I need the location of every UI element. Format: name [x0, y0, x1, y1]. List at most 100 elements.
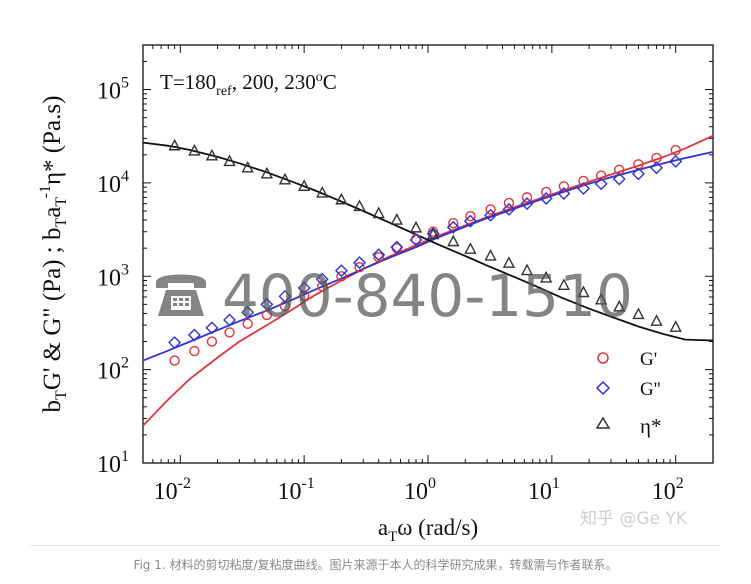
data-point-triangle — [502, 256, 516, 268]
data-point-triangle — [316, 185, 329, 198]
data-point-triangle — [577, 285, 590, 298]
data-point-circle — [670, 144, 681, 156]
data-point-triangle — [650, 314, 663, 326]
data-point-circle — [485, 204, 496, 215]
data-point-triangle — [464, 242, 477, 254]
data-point-diamond — [168, 336, 182, 350]
telephone-icon — [156, 274, 206, 316]
y-tick-label: 104 — [97, 168, 129, 198]
data-point-circle — [242, 318, 253, 329]
x-tick-label: 10-2 — [154, 475, 191, 505]
data-point-diamond — [631, 167, 645, 181]
data-point-diamond — [484, 208, 498, 222]
data-point-diamond — [223, 313, 237, 327]
data-point-diamond — [557, 187, 571, 200]
data-markers — [168, 138, 683, 366]
data-point-circle — [427, 226, 439, 237]
data-point-diamond — [669, 154, 683, 168]
data-point-diamond — [446, 220, 460, 234]
data-point-diamond — [576, 182, 590, 196]
y-axis-label: bTG' & G" (Pa) ; bTaT-1η* (Pa.s) — [37, 96, 70, 413]
y-tick-label: 102 — [97, 355, 129, 385]
data-point-diamond — [594, 177, 608, 191]
data-point-triangle — [278, 172, 292, 185]
phone-number: 400-840-1510 — [222, 262, 633, 330]
data-point-circle — [448, 218, 459, 229]
data-point-triangle — [390, 213, 403, 225]
data-point-triangle — [520, 263, 534, 276]
x-axis-label: aTω (rad/s) — [378, 515, 478, 545]
data-point-diamond — [539, 192, 553, 206]
data-point-diamond — [241, 305, 255, 319]
data-point-diamond — [297, 281, 311, 295]
legend-label-g-double-prime: G'' — [640, 379, 661, 400]
legend-marker-g-prime — [597, 352, 609, 364]
x-tick-labels: 10-2 10-1 100 101 102 — [154, 475, 684, 505]
data-point-circle — [578, 175, 589, 187]
legend-marker-g-double-prime — [595, 380, 611, 396]
legend-marker-eta — [595, 416, 611, 429]
plot-frame — [142, 44, 714, 464]
data-point-diamond — [205, 321, 219, 335]
data-point-triangle — [297, 179, 311, 191]
data-point-triangle — [426, 227, 440, 240]
data-point-triangle — [335, 192, 348, 205]
caption-divider — [30, 545, 720, 546]
x-tick-label: 101 — [528, 475, 560, 505]
legend-label-eta: η* — [640, 414, 661, 438]
data-point-circle — [558, 181, 570, 192]
legend-label-g-prime: G' — [640, 349, 657, 370]
data-point-diamond — [315, 272, 329, 286]
data-point-circle — [317, 281, 328, 292]
data-point-circle — [224, 327, 235, 338]
y-tick-label: 101 — [97, 448, 129, 478]
data-point-triangle — [540, 270, 553, 283]
phone-watermark: 400-840-1510 — [156, 262, 633, 330]
data-point-diamond — [520, 197, 534, 211]
zhihu-watermark: 知乎 @Ge YK — [580, 509, 688, 529]
data-point-circle — [169, 355, 180, 366]
data-point-diamond — [409, 233, 423, 247]
data-point-triangle — [632, 307, 645, 320]
data-point-diamond — [426, 227, 440, 241]
data-point-diamond — [278, 289, 292, 303]
data-point-triangle — [409, 220, 423, 233]
figure-caption: Fig 1. 材料的剪切粘度/复粘度曲线。图片来源于本人的科学研究成果，转载需与… — [133, 558, 618, 572]
data-point-triangle — [447, 234, 460, 247]
data-point-diamond — [650, 161, 664, 175]
x-tick-label: 10-1 — [277, 475, 314, 505]
data-point-triangle — [241, 160, 254, 173]
y-tick-label: 103 — [97, 261, 129, 291]
data-point-triangle — [205, 148, 219, 161]
data-point-triangle — [260, 166, 274, 179]
data-point-triangle — [484, 248, 497, 261]
data-point-circle — [595, 170, 607, 181]
data-point-circle — [521, 192, 533, 203]
data-point-circle — [298, 290, 310, 301]
data-point-circle — [206, 336, 218, 347]
data-point-triangle — [557, 278, 571, 291]
temperature-annotation: T=180ref, 200, 230oC — [160, 70, 337, 99]
data-point-circle — [503, 197, 515, 209]
data-point-circle — [540, 186, 552, 198]
data-point-diamond — [502, 202, 516, 216]
data-point-circle — [336, 271, 347, 282]
x-tick-label: 100 — [404, 475, 436, 505]
y-tick-label: 105 — [97, 75, 129, 105]
data-point-triangle — [669, 320, 682, 332]
data-point-diamond — [260, 297, 274, 311]
x-tick-label: 102 — [652, 475, 684, 505]
data-point-triangle — [168, 138, 181, 151]
data-point-diamond — [463, 214, 477, 228]
fit-curve-2 — [142, 141, 714, 342]
legend: G' G'' η* — [595, 349, 661, 438]
data-point-triangle — [613, 299, 626, 312]
data-point-circle — [354, 262, 365, 273]
data-point-triangle — [223, 154, 236, 167]
data-point-diamond — [390, 240, 404, 254]
fit-curve-1 — [142, 151, 714, 362]
data-point-triangle — [188, 143, 201, 156]
data-point-diamond — [353, 256, 367, 270]
data-point-circle — [465, 210, 476, 222]
